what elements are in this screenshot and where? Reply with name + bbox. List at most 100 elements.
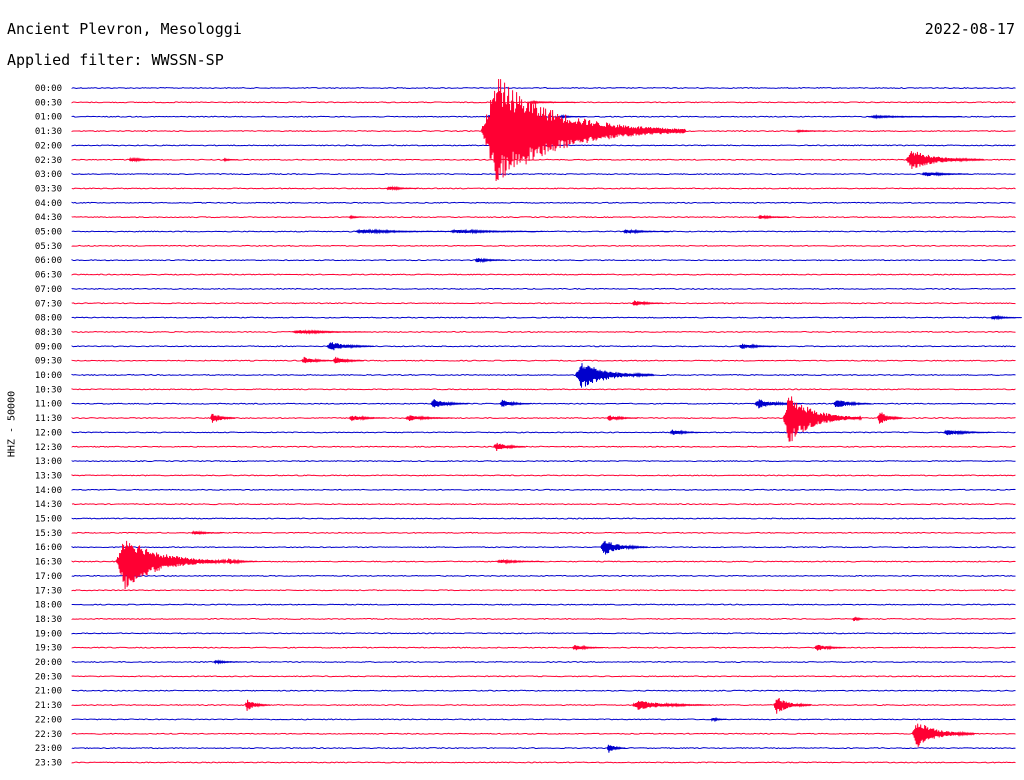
event-waveform <box>474 257 506 264</box>
row-time-label: 07:00 <box>35 285 62 295</box>
row-time-label: 17:00 <box>35 572 62 582</box>
event-waveform <box>990 314 1022 321</box>
event-waveform <box>631 300 664 306</box>
trace-line <box>71 617 1016 620</box>
event-waveform <box>795 129 827 134</box>
event-waveform <box>921 171 969 177</box>
trace-line <box>71 503 1016 506</box>
trace-line <box>71 704 1016 707</box>
row-time-label: 12:30 <box>35 443 62 453</box>
trace-line <box>71 761 1016 764</box>
event-waveform <box>606 744 626 753</box>
trace-line <box>71 230 1016 233</box>
row-time-label: 15:00 <box>35 515 62 525</box>
event-waveform <box>493 442 525 452</box>
station-title: Ancient Plevron, Mesologgi <box>7 20 242 38</box>
event-waveform <box>210 413 236 423</box>
row-time-label: 05:30 <box>35 242 62 252</box>
row-time-label: 14:30 <box>35 500 62 510</box>
event-waveform <box>222 157 239 163</box>
trace-line <box>71 431 1016 434</box>
row-time-label: 20:00 <box>35 658 62 668</box>
row-time-label: 11:30 <box>35 414 62 424</box>
trace-line <box>71 402 1016 405</box>
row-time-label: 12:00 <box>35 428 62 438</box>
trace-line <box>71 747 1016 750</box>
trace-line <box>71 388 1016 391</box>
event-waveform <box>833 400 872 408</box>
event-waveform <box>115 540 227 590</box>
event-waveform <box>600 540 648 555</box>
event-waveform <box>386 185 418 192</box>
row-time-label: 01:00 <box>35 113 62 123</box>
row-time-label: 06:00 <box>35 256 62 266</box>
event-waveform <box>757 214 790 220</box>
row-time-label: 11:00 <box>35 400 62 410</box>
row-time-label: 08:30 <box>35 328 62 338</box>
trace-line <box>71 589 1016 592</box>
row-time-label: 09:30 <box>35 357 62 367</box>
row-time-label: 00:30 <box>35 98 62 108</box>
row-time-label: 06:30 <box>35 271 62 281</box>
event-waveform <box>575 363 655 388</box>
trace-line <box>71 517 1016 520</box>
row-time-label: 14:00 <box>35 486 62 496</box>
event-waveform <box>622 228 670 235</box>
row-time-label: 10:00 <box>35 371 62 381</box>
row-time-label: 13:00 <box>35 457 62 467</box>
event-waveform <box>301 356 333 364</box>
event-waveform <box>814 644 846 651</box>
row-time-label: 16:30 <box>35 558 62 568</box>
row-time-label: 18:00 <box>35 601 62 611</box>
trace-line <box>71 646 1016 649</box>
trace-line <box>71 330 1016 333</box>
trace-line <box>71 302 1016 305</box>
row-time-label: 13:30 <box>35 471 62 481</box>
event-waveform <box>669 429 702 436</box>
row-time-label: 17:30 <box>35 586 62 596</box>
event-waveform <box>332 356 365 364</box>
event-waveform <box>738 343 777 350</box>
row-time-label: 23:30 <box>35 758 62 768</box>
trace-line <box>71 488 1016 491</box>
row-time-label: 03:00 <box>35 170 62 180</box>
event-waveform <box>496 558 544 565</box>
event-waveform <box>606 415 639 421</box>
row-time-label: 04:00 <box>35 199 62 209</box>
event-waveform <box>631 700 711 710</box>
row-time-label: 07:30 <box>35 299 62 309</box>
event-waveform <box>905 151 985 169</box>
trace-line <box>71 158 1016 161</box>
event-waveform <box>430 399 469 408</box>
trace-line <box>71 531 1016 534</box>
row-time-label: 19:00 <box>35 629 62 639</box>
event-waveform <box>348 214 365 220</box>
trace-line <box>71 259 1016 262</box>
event-waveform <box>244 699 271 711</box>
event-waveform <box>348 415 387 422</box>
event-waveform <box>571 644 604 651</box>
event-waveform <box>405 415 453 422</box>
event-waveform <box>355 228 450 235</box>
event-waveform <box>499 399 532 407</box>
row-time-label: 18:30 <box>35 615 62 625</box>
event-waveform <box>559 113 585 120</box>
event-waveform <box>754 399 803 409</box>
trace-line <box>71 86 1016 89</box>
trace-line <box>71 216 1016 219</box>
trace-line <box>71 474 1016 477</box>
trace-line <box>71 316 1016 319</box>
event-waveform <box>943 429 991 436</box>
trace-line <box>71 287 1016 290</box>
row-time-label: 04:30 <box>35 213 62 223</box>
trace-line <box>71 373 1016 377</box>
event-waveform <box>449 228 544 235</box>
trace-line <box>71 632 1016 635</box>
row-time-label: 23:00 <box>35 744 62 754</box>
trace-line <box>71 574 1016 577</box>
row-time-label: 02:00 <box>35 141 62 151</box>
row-time-label: 03:30 <box>35 184 62 194</box>
event-waveform <box>225 558 258 565</box>
trace-line <box>71 273 1016 276</box>
